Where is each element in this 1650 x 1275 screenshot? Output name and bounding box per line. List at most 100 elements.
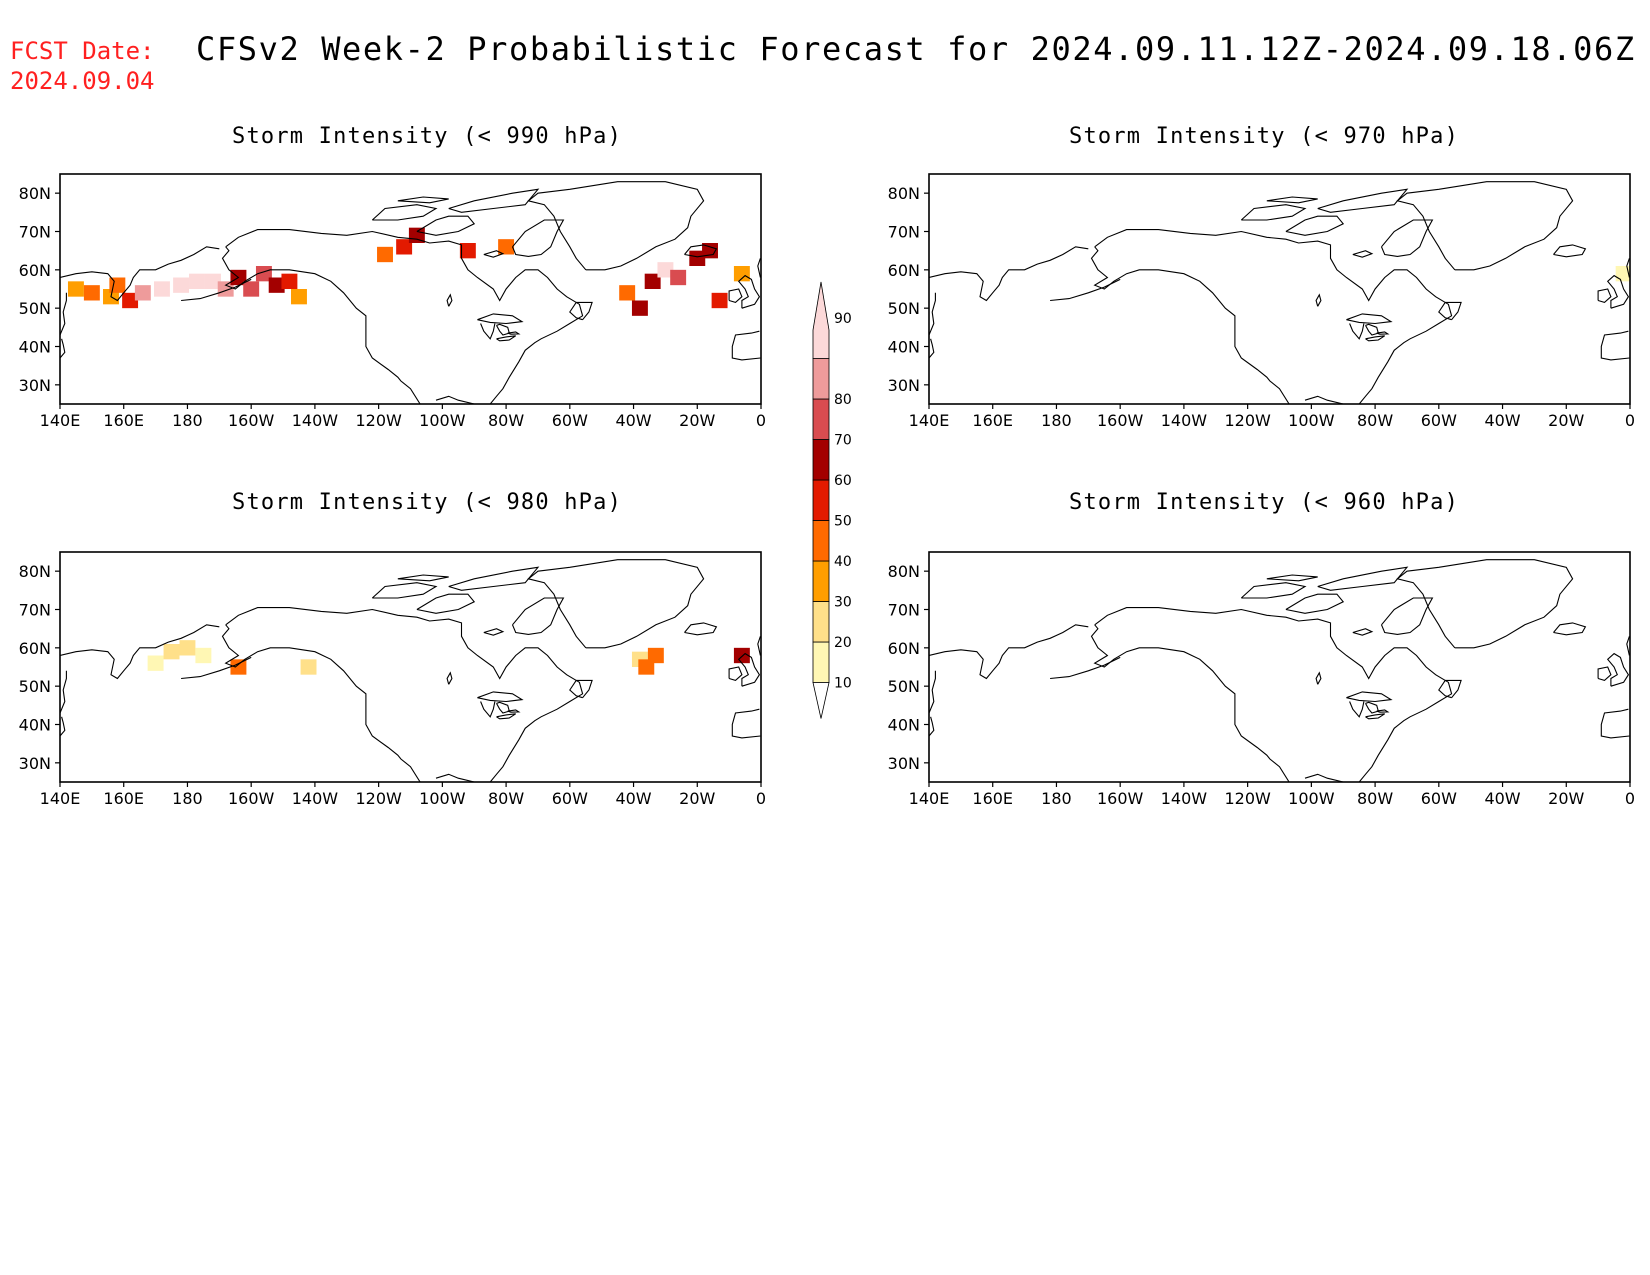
coastline	[60, 246, 220, 302]
coastline	[929, 292, 936, 336]
colorbar-label: 20	[834, 635, 852, 651]
lat-label: 50N	[888, 299, 920, 318]
probability-cell	[647, 647, 664, 664]
lon-label: 60W	[1421, 411, 1457, 430]
coastline	[1304, 773, 1344, 782]
colorbar-label: 30	[834, 595, 852, 611]
colorbar-label: 10	[834, 676, 852, 692]
coastline	[1365, 701, 1379, 714]
coastline	[1600, 708, 1630, 739]
probability-cell	[396, 239, 413, 255]
probability-cell	[459, 243, 476, 259]
coastline	[446, 293, 453, 307]
coastline	[1352, 250, 1374, 258]
coastline	[1380, 597, 1434, 635]
coastline	[1304, 395, 1344, 404]
coastline	[1352, 628, 1374, 636]
colorbar-box	[812, 520, 830, 562]
coastline	[1050, 278, 1121, 302]
map-panel-4: 140E 160E 180 160W 140W 120W 100W 80W 60W 40W 20W 0…	[888, 551, 1635, 808]
lat-label: 30N	[888, 754, 920, 773]
lat-label: 70N	[19, 601, 51, 620]
coastline	[225, 229, 584, 404]
colorbar-box	[812, 641, 830, 683]
lon-label: 160W	[228, 411, 275, 430]
probability-cell	[255, 266, 272, 282]
lon-label: 80W	[488, 789, 524, 808]
coastline	[181, 656, 252, 680]
forecast-date-value: 2024.09.04	[10, 67, 155, 95]
coastline	[569, 301, 593, 321]
probability-cell	[733, 266, 750, 282]
coastline	[929, 624, 1089, 680]
coastline	[728, 666, 743, 682]
lon-label: 160W	[228, 789, 275, 808]
lon-label: 0	[1625, 789, 1635, 808]
lat-label: 50N	[19, 299, 51, 318]
lon-label: 60W	[552, 411, 588, 430]
coastline	[496, 323, 510, 336]
coastline	[731, 708, 761, 739]
coastline	[483, 628, 505, 636]
probability-cell	[644, 273, 661, 289]
lon-label: 80W	[1357, 411, 1393, 430]
coastline	[1317, 566, 1409, 591]
colorbar-label: 60	[834, 473, 852, 489]
probability-cell	[291, 289, 307, 305]
coastline	[496, 701, 510, 714]
coastline	[569, 679, 593, 699]
lon-label: 140E	[40, 411, 81, 430]
coastline	[684, 244, 718, 258]
lon-label: 160E	[103, 789, 144, 808]
probability-cell	[377, 246, 393, 263]
colorbar-label: 70	[834, 433, 852, 449]
lon-label: 40W	[615, 411, 651, 430]
probability-cell	[122, 292, 139, 309]
coastline	[1094, 229, 1453, 404]
coastline	[1380, 219, 1434, 257]
map-panel-2: 140E 160E 180 160W 140W 120W 100W 80W 60W 40W 20W 0…	[888, 173, 1635, 430]
lon-label: 180	[172, 789, 203, 808]
coastline	[1266, 196, 1318, 204]
lon-label: 40W	[1484, 789, 1520, 808]
probability-cell	[711, 292, 728, 309]
colorbar-box	[812, 479, 830, 521]
coastline	[1285, 215, 1345, 236]
coastline	[60, 624, 220, 680]
lon-label: 120W	[355, 411, 402, 430]
probability-cell	[195, 647, 212, 664]
probability-cell	[189, 273, 205, 289]
coastline	[1396, 559, 1574, 649]
lon-label: 100W	[419, 411, 466, 430]
lat-label: 60N	[19, 261, 51, 280]
colorbar-label: 90	[834, 311, 852, 327]
lon-label: 140W	[292, 789, 339, 808]
lon-label: 120W	[1224, 789, 1271, 808]
probability-cell	[300, 659, 317, 675]
coastline	[1376, 331, 1390, 335]
coastline	[1626, 258, 1630, 278]
lat-label: 70N	[888, 601, 920, 620]
lon-label: 40W	[615, 789, 651, 808]
lat-label: 40N	[19, 716, 51, 735]
lat-label: 30N	[888, 376, 920, 395]
probability-cell	[204, 273, 221, 289]
map-panel-1: 140E 160E 180 160W 140W 120W 100W 80W 60W 40W 20W 0…	[19, 173, 766, 430]
map-panel-3: 140E 160E 180 160W 140W 120W 100W 80W 60W 40W 20W 0…	[19, 551, 766, 808]
coastline	[507, 331, 521, 335]
coastline	[416, 215, 476, 236]
lat-label: 80N	[19, 184, 51, 203]
forecast-date: FCST Date: 2024.09.04	[10, 36, 155, 96]
map-frame	[59, 173, 762, 405]
lon-label: 0	[756, 789, 766, 808]
lon-label: 140W	[1161, 789, 1208, 808]
colorbar-tip	[812, 682, 830, 719]
coastline	[1606, 652, 1630, 687]
coastline	[731, 330, 761, 361]
panel-title-990: Storm Intensity (< 990 hPa)	[232, 124, 623, 149]
lat-label: 40N	[888, 716, 920, 735]
coastline	[397, 574, 449, 582]
coastline	[1626, 636, 1630, 656]
probability-cell	[163, 644, 180, 660]
coastline	[511, 219, 565, 257]
